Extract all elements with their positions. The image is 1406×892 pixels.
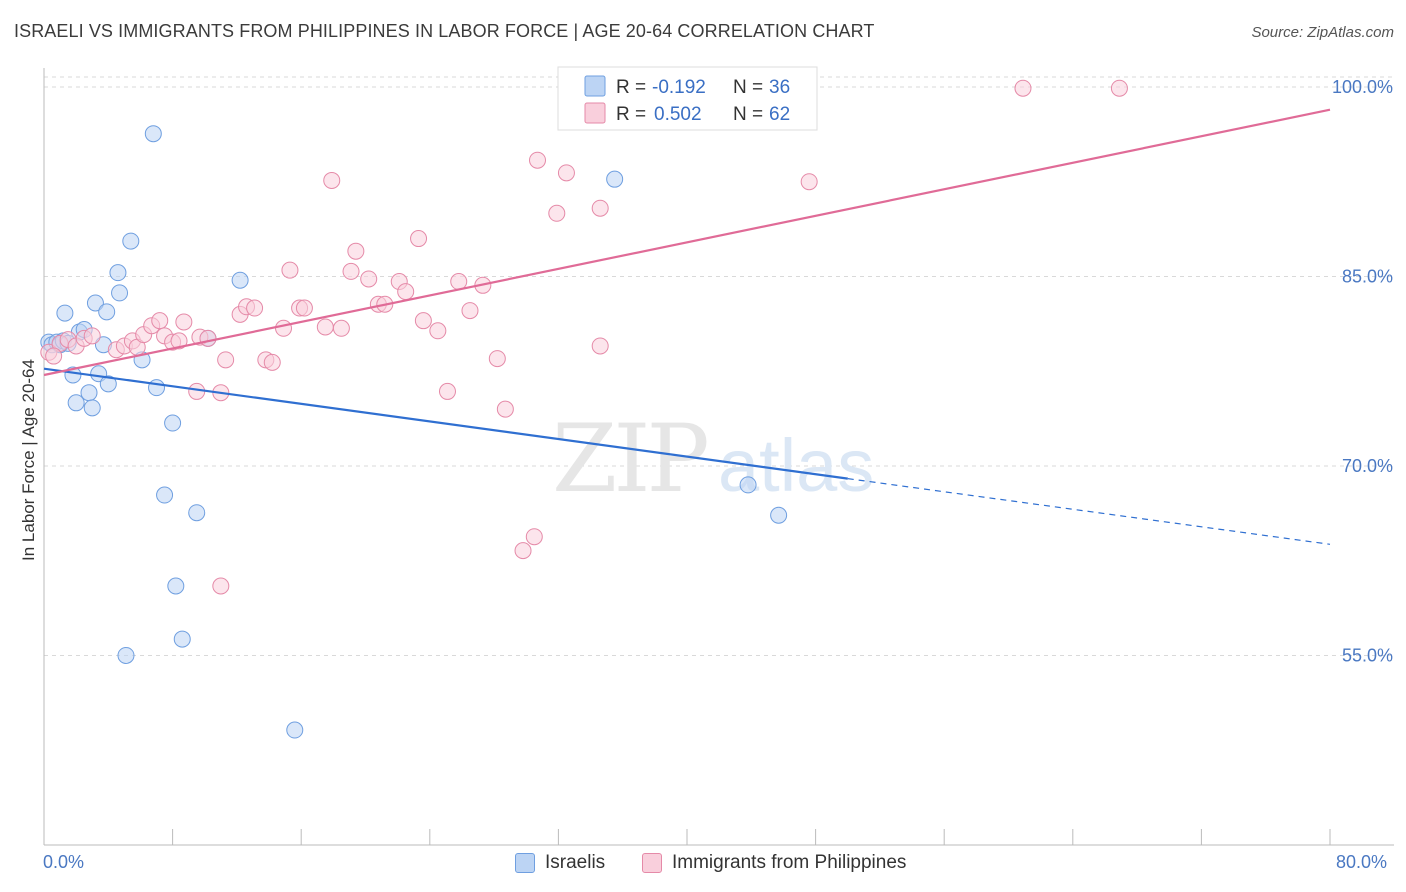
- point-philippines: [591, 199, 609, 217]
- point-philippines: [332, 319, 350, 337]
- point-israelis: [231, 271, 249, 289]
- legend-item-israelis[interactable]: Israelis: [515, 852, 605, 874]
- y-tick-labels: 55.0% 70.0% 85.0% 100.0%: [1332, 77, 1393, 666]
- trend-line-israelis: [43, 367, 848, 480]
- point-philippines: [496, 400, 514, 418]
- point-israelis: [144, 125, 162, 143]
- point-israelis: [164, 414, 182, 432]
- point-philippines: [275, 319, 293, 337]
- point-philippines: [438, 382, 456, 400]
- y-tick-label: 70.0%: [1342, 456, 1393, 476]
- legend-n-label-1: N =: [733, 77, 763, 98]
- point-philippines: [360, 270, 378, 288]
- point-philippines: [170, 332, 188, 350]
- point-philippines: [45, 347, 63, 365]
- point-philippines: [246, 299, 264, 317]
- legend-label-philippines: Immigrants from Philippines: [672, 852, 907, 873]
- chart-title: ISRAELI VS IMMIGRANTS FROM PHILIPPINES I…: [14, 21, 875, 41]
- point-israelis: [606, 170, 624, 188]
- point-philippines: [263, 353, 281, 371]
- point-philippines: [525, 528, 543, 546]
- point-philippines: [529, 151, 547, 169]
- point-israelis: [173, 630, 191, 648]
- legend-swatch-israelis-bottom: [515, 853, 535, 873]
- y-tick-label: 55.0%: [1342, 645, 1393, 665]
- legend-swatch-philippines: [584, 102, 606, 124]
- point-philippines: [557, 164, 575, 182]
- point-israelis: [122, 232, 140, 250]
- legend-label-israelis: Israelis: [545, 852, 606, 873]
- point-israelis: [83, 399, 101, 417]
- point-israelis: [188, 504, 206, 522]
- grid-lines: [44, 76, 1394, 656]
- point-philippines: [323, 171, 341, 189]
- point-philippines: [397, 283, 415, 301]
- point-philippines: [414, 312, 432, 330]
- point-philippines: [347, 242, 365, 260]
- trend-line-israelis-extension: [847, 478, 1331, 545]
- series-legend: Israelis Immigrants from Philippines: [0, 852, 1406, 880]
- point-israelis: [56, 304, 74, 322]
- watermark-atlas: atlas: [718, 424, 874, 507]
- legend-swatch-philippines-bottom: [642, 853, 662, 873]
- trend-lines: [43, 108, 1331, 545]
- legend-n-value-1: 36: [769, 77, 790, 98]
- point-philippines: [410, 230, 428, 248]
- trend-line-philippines: [43, 108, 1331, 377]
- point-philippines: [514, 542, 532, 560]
- point-philippines: [212, 577, 230, 595]
- point-philippines: [151, 312, 169, 330]
- point-philippines: [591, 337, 609, 355]
- point-philippines: [295, 299, 313, 317]
- legend-swatch-israelis: [584, 75, 606, 97]
- x-tick-label-start: 0.0%: [43, 852, 84, 872]
- point-israelis: [80, 384, 98, 402]
- point-israelis: [67, 394, 85, 412]
- point-israelis: [286, 721, 304, 739]
- y-tick-label: 85.0%: [1342, 266, 1393, 286]
- point-philippines: [461, 302, 479, 320]
- point-israelis: [109, 264, 127, 282]
- point-philippines: [342, 262, 360, 280]
- point-philippines: [1014, 79, 1032, 97]
- point-israelis: [770, 506, 788, 524]
- stats-legend: R = -0.192 N = 36 R = 0.502 N = 62: [557, 66, 818, 131]
- point-israelis: [111, 284, 129, 302]
- point-philippines: [199, 329, 217, 347]
- point-israelis: [86, 294, 104, 312]
- legend-r-label-2: R =: [616, 104, 646, 125]
- point-philippines: [175, 313, 193, 331]
- point-philippines: [429, 322, 447, 340]
- x-tick-label-end: 80.0%: [1336, 852, 1387, 872]
- legend-item-philippines[interactable]: Immigrants from Philippines: [642, 852, 906, 874]
- axes: [43, 68, 1394, 846]
- legend-r-value-1: -0.192: [652, 77, 706, 98]
- point-philippines: [548, 204, 566, 222]
- point-israelis: [99, 375, 117, 393]
- legend-n-value-2: 62: [769, 104, 790, 125]
- point-philippines: [1110, 79, 1128, 97]
- point-philippines: [281, 261, 299, 279]
- data-points: [40, 79, 1128, 739]
- point-philippines: [488, 350, 506, 368]
- point-israelis: [148, 379, 166, 397]
- point-philippines: [450, 273, 468, 291]
- point-philippines: [800, 173, 818, 191]
- source-credit: Source: ZipAtlas.com: [1251, 24, 1394, 41]
- point-philippines: [217, 351, 235, 369]
- point-israelis: [739, 476, 757, 494]
- point-philippines: [316, 318, 334, 336]
- legend-r-label-1: R =: [616, 77, 646, 98]
- y-tick-label: 100.0%: [1332, 77, 1393, 97]
- legend-r-value-2: 0.502: [654, 104, 702, 125]
- watermark-zip: ZIP: [552, 405, 706, 514]
- point-israelis: [156, 486, 174, 504]
- point-israelis: [117, 646, 135, 664]
- point-israelis: [167, 577, 185, 595]
- point-philippines: [83, 327, 101, 345]
- point-israelis: [98, 303, 116, 321]
- legend-n-label-2: N =: [733, 104, 763, 125]
- y-axis-label: In Labor Force | Age 20-64: [19, 359, 38, 561]
